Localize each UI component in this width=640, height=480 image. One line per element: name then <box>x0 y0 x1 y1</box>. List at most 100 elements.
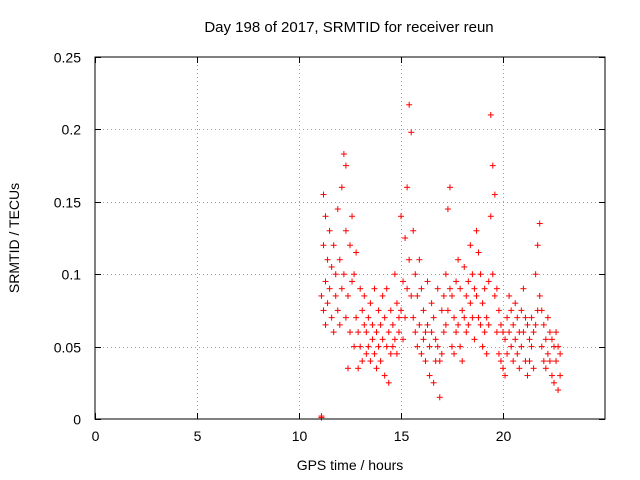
data-point <box>457 285 464 292</box>
data-point <box>475 314 482 321</box>
data-point <box>357 343 364 350</box>
data-point <box>410 227 417 234</box>
data-point <box>495 307 502 314</box>
data-point <box>391 336 398 343</box>
data-point <box>393 300 400 307</box>
data-point <box>477 321 484 328</box>
data-point <box>514 350 521 357</box>
data-point <box>355 329 362 336</box>
data-point <box>442 271 449 278</box>
data-point <box>471 336 478 343</box>
data-point <box>420 336 427 343</box>
data-point <box>424 321 431 328</box>
data-point <box>404 184 411 191</box>
data-point <box>402 314 409 321</box>
data-point <box>475 249 482 256</box>
data-point <box>320 242 327 249</box>
data-point <box>522 314 529 321</box>
data-point <box>347 242 353 249</box>
data-point <box>444 307 451 314</box>
data-point <box>485 321 492 328</box>
data-point <box>385 329 392 336</box>
data-point <box>338 285 345 292</box>
y-tick-label: 0.15 <box>54 195 81 211</box>
data-point <box>334 206 341 213</box>
y-tick-label: 0.25 <box>54 50 81 66</box>
data-point <box>426 343 433 350</box>
data-point <box>377 321 384 328</box>
data-point <box>534 242 541 249</box>
data-point <box>418 350 425 357</box>
data-point <box>497 321 504 328</box>
data-point <box>532 271 539 278</box>
data-point <box>455 321 462 328</box>
data-point <box>483 350 490 357</box>
data-point <box>420 307 427 314</box>
data-point <box>528 343 535 350</box>
data-point <box>344 365 351 372</box>
data-point <box>544 314 551 321</box>
data-point <box>542 365 549 372</box>
x-axis-label: GPS time / hours <box>297 457 404 473</box>
data-point <box>438 307 445 314</box>
data-point <box>349 213 356 220</box>
data-point <box>461 263 468 270</box>
data-point <box>514 314 521 321</box>
data-point <box>467 300 474 307</box>
data-point <box>508 307 515 314</box>
data-point <box>512 300 519 307</box>
data-point <box>453 329 460 336</box>
data-point <box>428 329 435 336</box>
data-point <box>342 162 349 169</box>
data-point <box>542 336 549 343</box>
data-point <box>540 321 547 328</box>
data-point <box>526 336 533 343</box>
data-point <box>548 372 555 379</box>
data-point <box>508 343 515 350</box>
data-point <box>414 292 421 299</box>
data-point <box>538 307 545 314</box>
data-point <box>326 285 333 292</box>
data-point <box>487 213 494 220</box>
data-point <box>506 292 513 299</box>
data-point <box>363 329 370 336</box>
data-point <box>424 278 431 285</box>
data-point <box>353 314 360 321</box>
data-point <box>546 358 553 365</box>
data-point <box>320 307 327 314</box>
data-point <box>436 394 443 401</box>
data-point <box>332 271 339 278</box>
data-point <box>481 285 488 292</box>
data-point <box>555 387 562 394</box>
chart-title: Day 198 of 2017, SRMTID for receiver reu… <box>204 19 493 36</box>
data-point <box>334 307 341 314</box>
data-point <box>512 336 519 343</box>
data-point <box>422 329 429 336</box>
data-point <box>518 307 525 314</box>
data-point <box>451 350 458 357</box>
data-point <box>518 343 525 350</box>
data-point <box>440 329 447 336</box>
data-point <box>491 292 498 299</box>
data-point <box>528 314 535 321</box>
data-point <box>532 321 539 328</box>
data-point <box>489 271 496 278</box>
y-tick-label: 0 <box>73 412 81 428</box>
data-point <box>355 365 362 372</box>
data-point <box>379 292 386 299</box>
data-point <box>379 336 386 343</box>
data-point <box>500 329 506 336</box>
data-point <box>453 278 460 285</box>
data-point <box>363 350 370 357</box>
data-point <box>410 314 417 321</box>
data-point <box>526 358 533 365</box>
data-point <box>553 329 560 336</box>
data-point <box>342 314 349 321</box>
data-point <box>459 307 466 314</box>
data-point <box>322 278 329 285</box>
data-point <box>483 314 490 321</box>
data-point <box>373 329 380 336</box>
data-point <box>408 292 415 299</box>
data-point <box>557 350 564 357</box>
data-point <box>438 350 445 357</box>
